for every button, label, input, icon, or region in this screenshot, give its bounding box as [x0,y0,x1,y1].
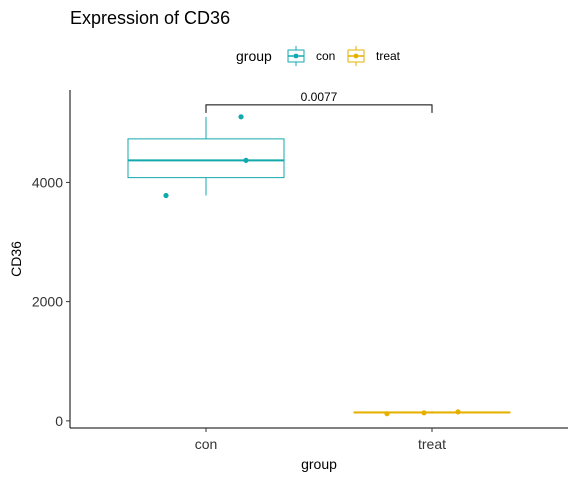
y-tick-label: 0 [55,413,63,429]
y-axis-title: CD36 [8,241,24,277]
legend-key-point [293,53,299,59]
data-point [384,411,390,417]
x-axis-title: group [301,456,337,472]
data-point [455,409,461,415]
comparison-bracket [205,104,433,113]
legend-key-treat [347,46,365,66]
x-tick-label: treat [418,436,446,452]
plot-area: 0.0077 [127,90,511,417]
data-point [421,410,427,416]
box-con [127,116,285,196]
legend-key-con [287,46,305,66]
legend-key-point [353,53,359,59]
data-point [238,114,244,120]
box-treat [353,411,511,414]
box-rect [127,138,285,179]
data-point [163,192,169,199]
axes: 0 2000 4000 con treat [32,90,568,452]
data-point [243,157,249,163]
x-tick-label: con [195,436,218,452]
legend: group con treat [236,46,401,66]
legend-title: group [236,48,272,64]
chart-title: Expression of CD36 [70,8,230,28]
legend-label: con [316,49,335,63]
p-value-label: 0.0077 [301,90,338,104]
legend-label: treat [376,49,401,63]
y-tick-label: 4000 [32,174,63,190]
y-tick-label: 2000 [32,294,63,310]
